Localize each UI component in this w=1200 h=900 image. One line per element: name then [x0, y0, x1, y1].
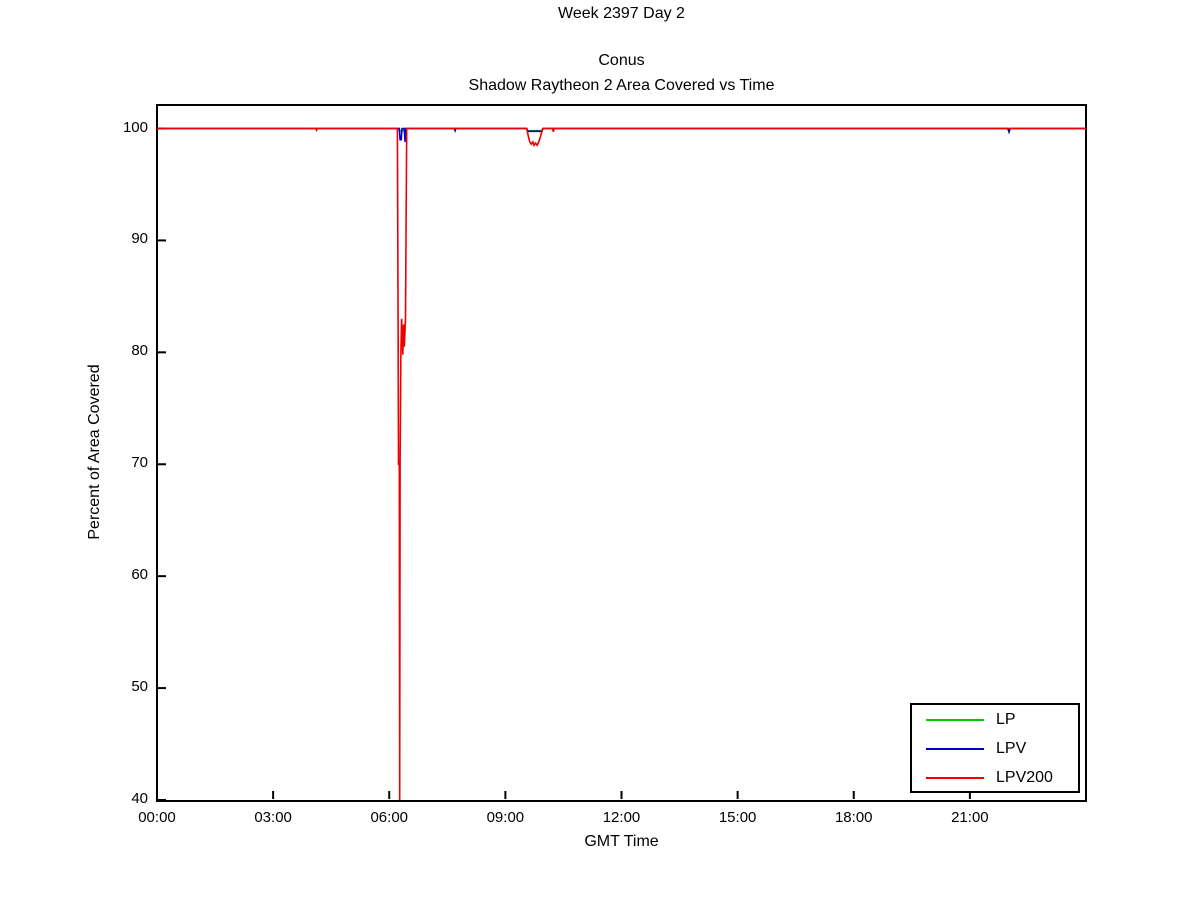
y-tick-label: 50 [131, 678, 148, 696]
x-tick-label: 18:00 [834, 809, 873, 826]
x-tick-label: 00:00 [138, 809, 176, 826]
x-axis-label: GMT Time [584, 833, 659, 850]
plot-area [156, 104, 1087, 802]
legend-entry-lpv: LPV [912, 734, 1078, 763]
figure-suptitle: Week 2397 Day 2 [558, 5, 685, 22]
lp-line-sample [926, 718, 984, 721]
lpv200-line-sample [926, 776, 984, 779]
y-tick-label: 80 [131, 342, 148, 360]
lpv-line-sample [926, 747, 984, 750]
x-tick-label: 15:00 [718, 809, 757, 826]
legend-label-lp: LP [996, 710, 1016, 728]
y-tick-label: 40 [131, 790, 148, 807]
legend: LP LPV LPV200 [910, 703, 1080, 793]
legend-entry-lp: LP [912, 705, 1078, 734]
legend-label-lpv200: LPV200 [996, 768, 1053, 786]
y-tick-label: 100 [122, 118, 148, 136]
y-tick-label: 70 [131, 454, 148, 472]
axes-title-line2: Shadow Raytheon 2 Area Covered vs Time [468, 77, 775, 94]
y-axis-label: Percent of Area Covered [86, 364, 103, 540]
x-tick-label: 03:00 [254, 809, 292, 826]
axes-title-line1: Conus [598, 52, 645, 69]
legend-label-lpv: LPV [996, 739, 1027, 757]
y-tick-label: 60 [131, 566, 148, 584]
axes-title: Conus Shadow Raytheon 2 Area Covered vs … [157, 48, 1086, 98]
x-tick-label: 09:00 [486, 809, 525, 826]
x-tick-label: 06:00 [370, 809, 409, 826]
x-tick-label: 21:00 [951, 809, 989, 826]
legend-entry-lpv200: LPV200 [912, 763, 1078, 792]
y-tick-label: 90 [131, 230, 148, 248]
x-tick-label: 12:00 [602, 809, 641, 826]
